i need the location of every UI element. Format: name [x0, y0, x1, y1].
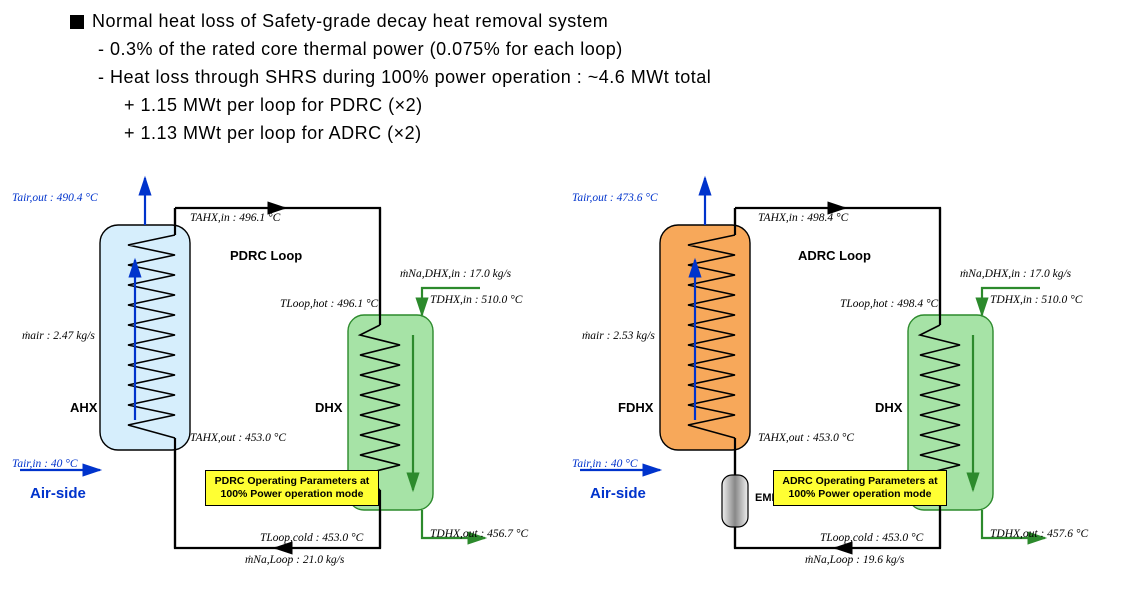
- pdrc-mloop: ṁNa,Loop : 21.0 kg/s: [245, 554, 344, 566]
- pdrc-tahx-out: TAHX,out : 453.0 °C: [190, 432, 286, 444]
- emp-body: [722, 475, 748, 527]
- header-line-5: + 1.13 MWt per loop for ADRC (×2): [70, 120, 1105, 148]
- ahx-body: [100, 225, 190, 450]
- adrc-air-side: Air-side: [590, 485, 646, 502]
- adrc-mair: ṁair : 2.53 kg/s: [582, 330, 655, 342]
- adrc-mloop: ṁNa,Loop : 19.6 kg/s: [805, 554, 904, 566]
- fdhx-body: [660, 225, 750, 450]
- adrc-tdhx-out: TDHX,out : 457.6 °C: [990, 528, 1088, 540]
- pdrc-tloop-hot: TLoop,hot : 496.1 °C: [280, 298, 378, 310]
- pdrc-tair-out: Tair,out : 490.4 °C: [12, 192, 98, 204]
- adrc-opbox: ADRC Operating Parameters at 100% Power …: [773, 470, 947, 506]
- header-line-4: + 1.15 MWt per loop for PDRC (×2): [70, 92, 1105, 120]
- pdrc-tdhx-in: TDHX,in : 510.0 °C: [430, 294, 522, 306]
- pdrc-loop-title: PDRC Loop: [230, 248, 302, 263]
- adrc-tdhx-in: TDHX,in : 510.0 °C: [990, 294, 1082, 306]
- adrc-loop-title: ADRC Loop: [798, 248, 871, 263]
- header-block: Normal heat loss of Safety-grade decay h…: [70, 8, 1105, 147]
- pdrc-ahx-name: AHX: [70, 400, 97, 415]
- adrc-tloop-cold: TLoop,cold : 453.0 °C: [820, 532, 923, 544]
- adrc-dhx-name: DHX: [875, 400, 902, 415]
- pdrc-opbox-l2: 100% Power operation mode: [221, 488, 364, 500]
- adrc-tair-in: Tair,in : 40 °C: [572, 458, 638, 470]
- header-line-2: - 0.3% of the rated core thermal power (…: [70, 36, 1105, 64]
- pdrc-tahx-in: TAHX,in : 496.1 °C: [190, 212, 280, 224]
- square-bullet-icon: [70, 15, 84, 29]
- adrc-tair-out: Tair,out : 473.6 °C: [572, 192, 658, 204]
- adrc-fdhx-name: FDHX: [618, 400, 653, 415]
- pdrc-opbox: PDRC Operating Parameters at 100% Power …: [205, 470, 379, 506]
- diagram-area: Tair,out : 490.4 °C TAHX,in : 496.1 °C P…: [0, 170, 1125, 600]
- pdrc-air-side: Air-side: [30, 485, 86, 502]
- header-title: Normal heat loss of Safety-grade decay h…: [92, 11, 608, 31]
- adrc-tloop-hot: TLoop,hot : 498.4 °C: [840, 298, 938, 310]
- pdrc-dhx-name: DHX: [315, 400, 342, 415]
- header-line-3: - Heat loss through SHRS during 100% pow…: [70, 64, 1105, 92]
- adrc-tahx-out: TAHX,out : 453.0 °C: [758, 432, 854, 444]
- header-title-line: Normal heat loss of Safety-grade decay h…: [70, 8, 1105, 36]
- adrc-opbox-l2: 100% Power operation mode: [789, 488, 932, 500]
- pdrc-m-dhx-in: ṁNa,DHX,in : 17.0 kg/s: [400, 268, 511, 280]
- diagram-svg: [0, 170, 1125, 600]
- adrc-tahx-in: TAHX,in : 498.4 °C: [758, 212, 848, 224]
- pdrc-tdhx-out: TDHX,out : 456.7 °C: [430, 528, 528, 540]
- pdrc-tair-in: Tair,in : 40 °C: [12, 458, 78, 470]
- pdrc-mair: ṁair : 2.47 kg/s: [22, 330, 95, 342]
- adrc-opbox-l1: ADRC Operating Parameters at: [782, 475, 937, 487]
- adrc-m-dhx-in: ṁNa,DHX,in : 17.0 kg/s: [960, 268, 1071, 280]
- pdrc-tloop-cold: TLoop,cold : 453.0 °C: [260, 532, 363, 544]
- pdrc-opbox-l1: PDRC Operating Parameters at: [215, 475, 370, 487]
